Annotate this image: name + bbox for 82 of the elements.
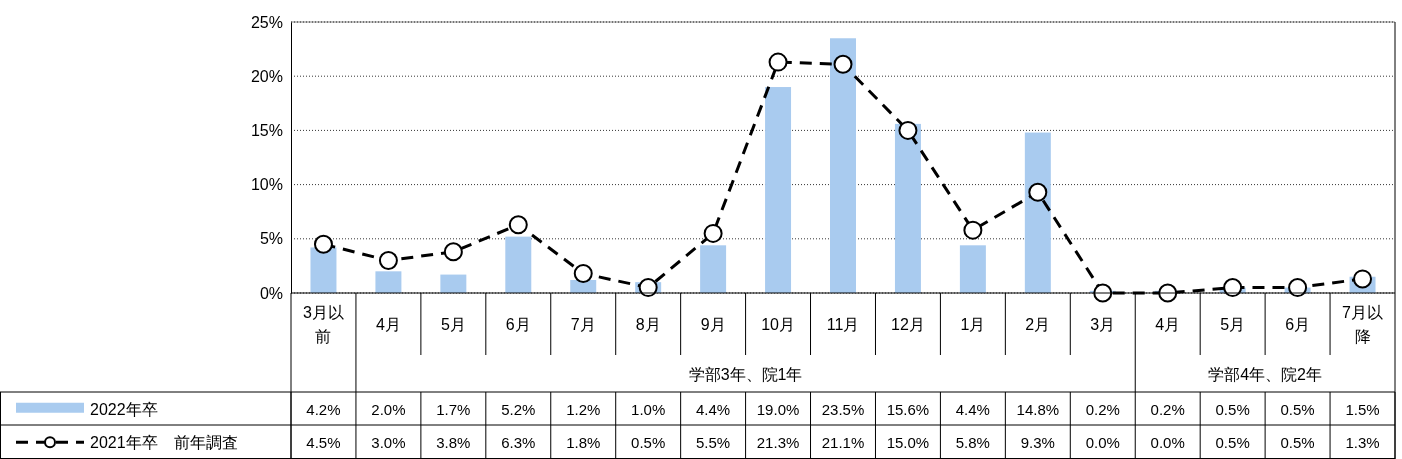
x-tick-label: 3月 [1090,316,1116,333]
x-tick-label: 12月 [891,316,925,333]
data-label: 19.0% [756,400,800,418]
data-label: 14.8% [1016,400,1060,418]
x-tick-label: 5月 [1220,316,1246,333]
bar [830,38,856,293]
point [768,52,788,72]
bar [310,247,337,293]
x-tick-label: 4月 [1155,316,1181,333]
bar [959,245,986,293]
data-label: 2.0% [371,400,406,418]
y-tick-label: 5% [259,230,283,248]
bar [440,274,467,293]
x-tick-label: 8月 [635,316,661,333]
data-label: 21.3% [756,434,800,452]
data-label: 0.5% [1215,400,1250,418]
bar [505,236,532,293]
point [1028,182,1048,202]
data-label: 0.0% [1150,434,1185,452]
point [573,263,593,283]
text: 学部4年、院2年 [1208,366,1323,383]
data-label: 0.5% [1280,434,1315,452]
point [508,215,528,235]
x-tick-label: 6月 [505,316,531,333]
data-label: 9.3% [1020,434,1055,452]
data-label: 6.3% [501,434,536,452]
data-label: 23.5% [821,400,865,418]
bar [894,123,921,293]
point [833,54,853,74]
data-label: 5.2% [501,400,536,418]
y-tick-label: 20% [250,67,283,85]
x-tick-label: 1月 [960,316,986,333]
point [378,250,398,270]
data-label: 1.3% [1345,434,1380,452]
data-label: 21.1% [821,434,865,452]
x-tick-label: 2月 [1025,316,1051,333]
x-tick-label: 3月以前 [303,304,344,345]
point [443,242,463,262]
data-label: 0.5% [1215,434,1250,452]
data-label: 1.8% [566,434,601,452]
bar [765,87,792,293]
data-label: 0.5% [631,434,666,452]
data-label: 5.8% [955,434,990,452]
bar [1024,132,1051,293]
x-tick-label: 10月 [761,316,795,333]
y-tick-label: 10% [250,176,283,194]
data-label: 0.2% [1150,400,1185,418]
data-label: 0.5% [1280,400,1315,418]
text: 学部3年、院1年 [688,366,803,383]
data-label: 0.0% [1085,434,1120,452]
y-tick-label: 0% [259,284,283,302]
legend-label: 2022年卒 [90,400,158,418]
point [313,234,333,254]
data-label: 15.6% [886,400,930,418]
data-label: 1.7% [436,400,471,418]
point [703,223,723,243]
data-label: 3.0% [371,434,406,452]
data-label: 4.2% [306,400,341,418]
data-label: 1.0% [631,400,666,418]
x-tick-label: 4月 [375,316,401,333]
legend-label: 2021年卒 前年調査 [90,434,238,452]
point [1353,269,1373,289]
point [898,120,918,140]
x-tick-label: 6月 [1285,316,1311,333]
x-tick-label: 11月 [826,316,860,333]
data-label: 1.5% [1345,400,1380,418]
data-label: 15.0% [886,434,930,452]
y-tick-label: 25% [250,13,283,31]
y-tick-label: 15% [250,122,283,140]
data-label: 5.5% [696,434,731,452]
data-label: 4.4% [696,400,731,418]
x-tick-label: 7月 [570,316,596,333]
x-tick-label: 9月 [700,316,726,333]
x-tick-label: 7月以降 [1342,304,1383,345]
data-label: 4.4% [955,400,990,418]
x-tick-label: 5月 [440,316,466,333]
data-label: 4.5% [306,434,341,452]
data-label: 3.8% [436,434,471,452]
data-label: 0.2% [1085,400,1120,418]
data-label: 1.2% [566,400,601,418]
bar [700,245,727,293]
bar [375,271,402,293]
